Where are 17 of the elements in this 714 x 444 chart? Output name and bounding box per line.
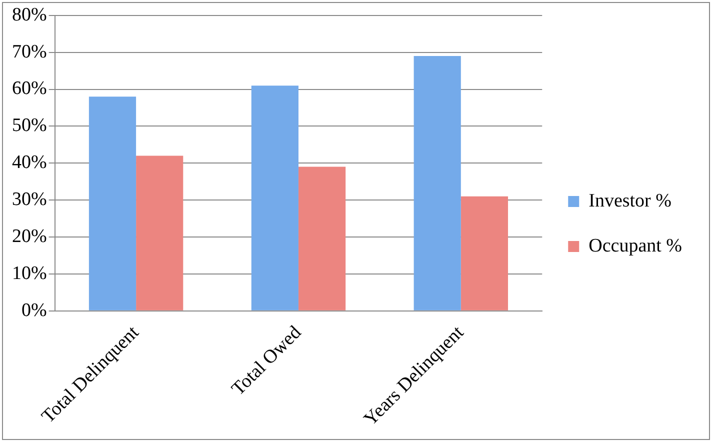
y-tick-label: 60% <box>12 78 47 100</box>
y-tick-label: 80% <box>12 4 47 26</box>
bar <box>136 156 184 310</box>
bar <box>88 96 136 310</box>
y-tick-label: 70% <box>12 41 47 62</box>
bar <box>251 86 298 310</box>
y-tick-label: 40% <box>12 152 47 174</box>
y-tick-label: 20% <box>12 226 47 247</box>
legend-label: Investor % <box>588 190 672 212</box>
legend-label: Occupant % <box>588 235 682 256</box>
y-tick-label: 50% <box>12 115 47 136</box>
y-tick-label: 10% <box>12 262 47 284</box>
y-tick-label: 30% <box>12 189 47 210</box>
bar <box>298 166 346 310</box>
bar <box>414 56 461 310</box>
bar <box>460 196 508 310</box>
y-tick-label: 0% <box>22 300 47 321</box>
